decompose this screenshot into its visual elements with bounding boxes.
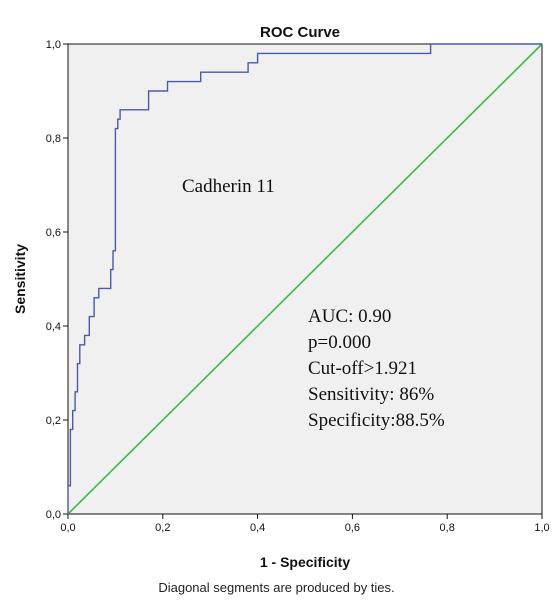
y-axis-ticks: 0,0 0,2 0,4 0,6 0,8 1,0 bbox=[46, 39, 68, 521]
chart-title: ROC Curve bbox=[260, 24, 340, 41]
annotation-line: Cut-off>1.921 bbox=[308, 358, 417, 379]
x-tick-label: 0,0 bbox=[60, 522, 75, 534]
y-axis-label: Sensitivity bbox=[12, 244, 28, 314]
roc-curve-line bbox=[67, 43, 542, 514]
x-axis-ticks: 0,0 0,2 0,4 0,6 0,8 1,0 bbox=[60, 514, 550, 534]
y-tick-label: 0,6 bbox=[46, 227, 61, 239]
annotation-line: AUC: 0.90 bbox=[308, 306, 391, 327]
x-tick-label: 0,6 bbox=[345, 522, 360, 534]
footnote: Diagonal segments are produced by ties. bbox=[158, 580, 395, 595]
y-tick-label: 1,0 bbox=[46, 39, 61, 51]
curve-label: Cadherin 11 bbox=[182, 176, 275, 197]
x-tick-label: 0,2 bbox=[155, 522, 170, 534]
annotation-line: p=0.000 bbox=[308, 332, 371, 353]
annotation-block: AUC: 0.90 p=0.000 Cut-off>1.921 Sensitivity… bbox=[308, 306, 445, 431]
annotation-line: Specificity:88.5% bbox=[308, 410, 445, 431]
x-axis-label: 1 - Specificity bbox=[260, 554, 350, 570]
x-tick-label: 0,8 bbox=[440, 522, 455, 534]
y-tick-label: 0,4 bbox=[46, 321, 61, 333]
reference-diagonal-line bbox=[67, 43, 543, 515]
y-tick-label: 0,0 bbox=[46, 509, 61, 521]
annotation-line: Sensitivity: 86% bbox=[308, 384, 434, 405]
y-tick-label: 0,8 bbox=[46, 133, 61, 145]
x-tick-label: 0,4 bbox=[250, 522, 265, 534]
x-tick-label: 1,0 bbox=[534, 522, 549, 534]
y-tick-label: 0,2 bbox=[46, 415, 61, 427]
